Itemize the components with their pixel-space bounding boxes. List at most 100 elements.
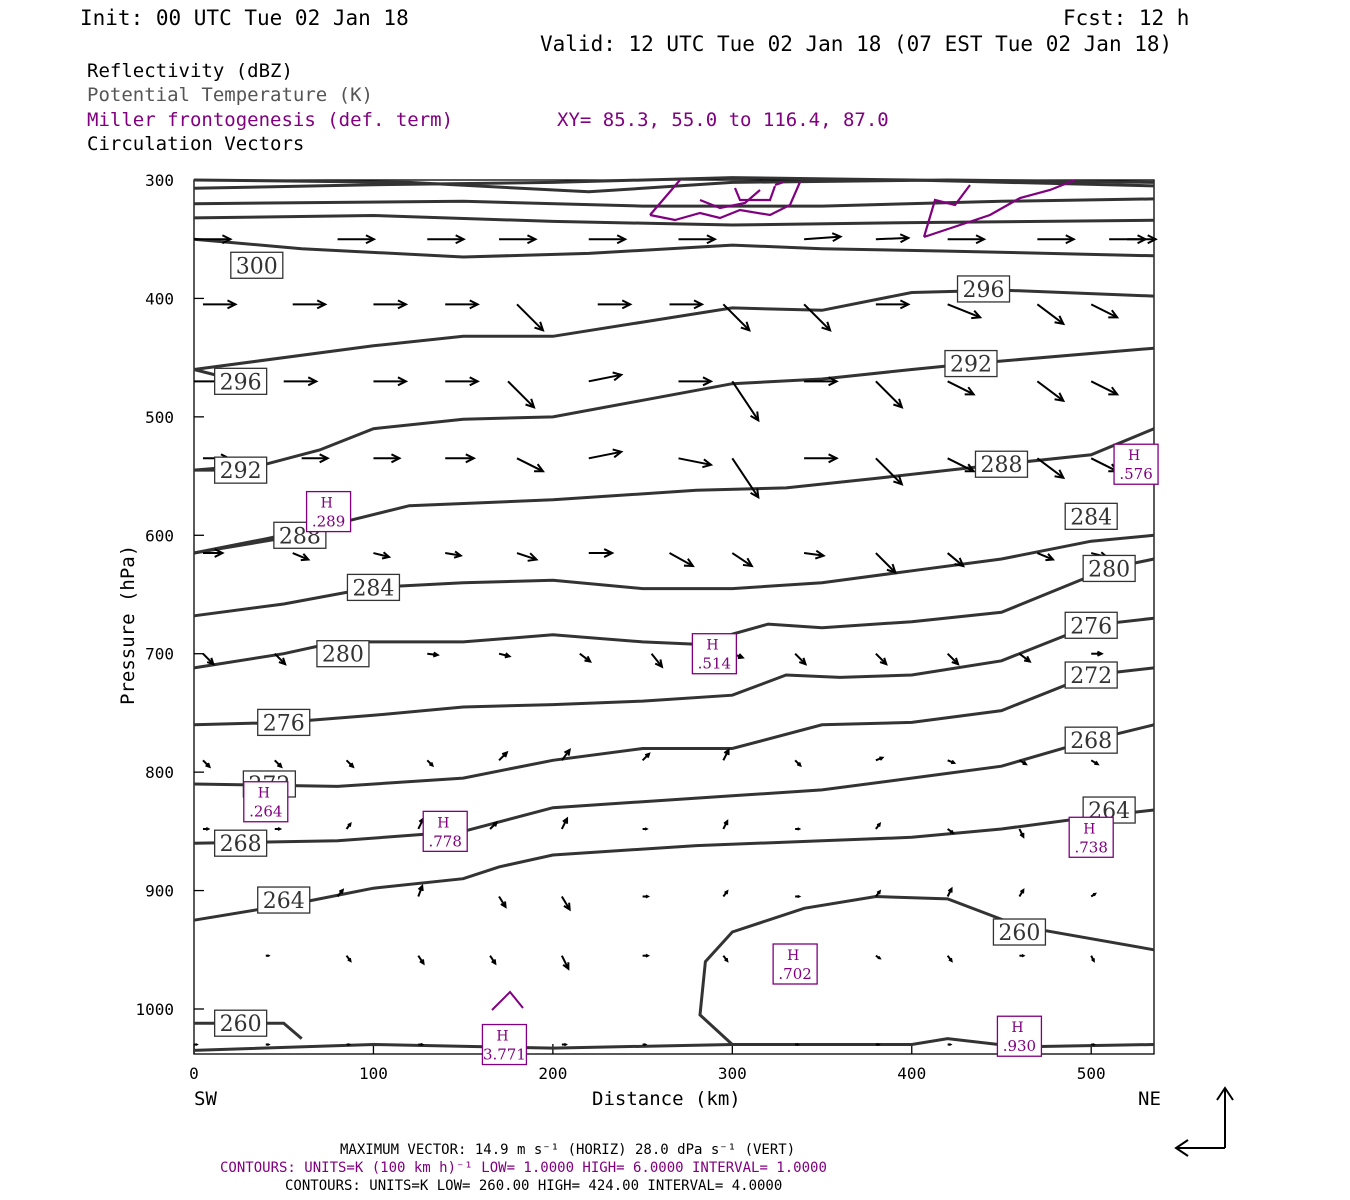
circulation-vector [516, 552, 537, 561]
circulation-vector [516, 457, 544, 473]
contour-label: 268 [220, 832, 262, 857]
field-frontogenesis: Miller frontogenesis (def. term) [87, 109, 453, 131]
vector-head [621, 299, 633, 310]
vector-head [206, 657, 215, 666]
vector-head [1096, 650, 1104, 657]
vector-head [277, 827, 283, 831]
circulation-vector [1036, 380, 1064, 402]
vector-head [886, 563, 897, 575]
vector-head [1091, 958, 1095, 963]
contour-label: 260 [998, 921, 1040, 946]
frontogenesis-max-box [305, 490, 352, 533]
vector-head [227, 299, 238, 310]
vector-head [949, 829, 955, 835]
circulation-vector [292, 552, 309, 561]
vector-head [814, 549, 826, 560]
vector-head [654, 659, 664, 669]
contour-label-box [214, 1009, 268, 1037]
x-tick-label: 200 [538, 1064, 567, 1083]
contour-label-box [1064, 726, 1118, 754]
frontogenesis-max-value: .778 [429, 832, 462, 850]
frontogenesis-max-value: 3.771 [483, 1046, 526, 1064]
vector-head [307, 376, 319, 387]
contour-label-box [992, 918, 1047, 946]
contour-label: 280 [1088, 557, 1130, 582]
vector-head [525, 398, 536, 409]
theta-contour [193, 213, 1155, 227]
vector-head [796, 1043, 800, 1046]
vector-head [205, 762, 212, 769]
circulation-vector [1036, 457, 1064, 479]
vector-head [420, 1042, 425, 1047]
vector-head [740, 321, 751, 332]
theta-contour [193, 666, 1155, 788]
vector-head [1021, 954, 1026, 958]
vector-head [612, 371, 624, 382]
vector-head [723, 747, 730, 756]
theta-contour [193, 346, 1155, 472]
vector-head [1054, 392, 1066, 403]
y-tick-label: 400 [145, 289, 174, 308]
vector-head [1092, 892, 1097, 897]
circulation-vector [803, 303, 831, 332]
theta-contour [193, 616, 1155, 727]
contour-label: 292 [220, 459, 262, 484]
vector-head [1022, 760, 1028, 766]
circulation-vector [731, 457, 760, 498]
vector-head [616, 234, 628, 245]
vector-head [702, 458, 714, 469]
circulation-vector [803, 552, 824, 557]
vector-head [879, 657, 888, 666]
contour-label-box [214, 367, 268, 395]
contour-label-box [257, 708, 311, 737]
vector-head [644, 827, 649, 831]
vector-head [465, 453, 477, 464]
vector-head [319, 453, 330, 464]
theta-contour [193, 427, 1155, 555]
circulation-vector [588, 450, 622, 460]
frontogenesis-max-label: H [787, 948, 799, 964]
vector-head [876, 821, 882, 827]
contour-label: 272 [1070, 664, 1112, 689]
vector-head [397, 376, 409, 387]
init-time: Init: 00 UTC Tue 02 Jan 18 [80, 6, 409, 30]
y-tick-label: 900 [145, 882, 174, 901]
vector-head [693, 299, 705, 310]
vector-head [612, 448, 624, 459]
vector-head [397, 299, 409, 310]
circulation-vector [731, 552, 753, 567]
vector-head [975, 234, 987, 245]
theta-contour [193, 178, 1155, 194]
y-tick-label: 300 [145, 171, 174, 190]
vector-head [455, 234, 466, 245]
vector-head [954, 557, 965, 568]
vector-head [347, 957, 352, 963]
vector-head [797, 827, 802, 831]
circulation-vector [588, 373, 622, 383]
x-tick-label: 300 [718, 1064, 747, 1083]
vector-head [950, 759, 957, 765]
vector-head [429, 762, 435, 768]
vector-head [645, 894, 651, 899]
circulation-vector [445, 552, 461, 557]
contour-label: 276 [1070, 614, 1112, 639]
x-tick-label: 400 [897, 1064, 926, 1083]
vector-head [893, 475, 904, 486]
contour-label: 292 [950, 353, 992, 378]
circulation-vector [804, 235, 841, 241]
frontogenesis-max-label: H [258, 786, 270, 802]
frontogenesis-max-value: .264 [249, 803, 282, 821]
field-reflectivity: Reflectivity (dBZ) [87, 60, 293, 82]
circulation-vector [722, 303, 751, 332]
y-axis: 300 400 500 600 700 800 900 1000 [135, 171, 204, 1019]
circulation-vector [1090, 380, 1118, 396]
valid-time: Valid: 12 UTC Tue 02 Jan 18 (07 EST Tue … [540, 32, 1172, 56]
vector-head [347, 821, 352, 827]
y-tick-label: 700 [145, 645, 174, 664]
contour-label: 284 [352, 576, 394, 601]
vector-head [750, 411, 760, 423]
vector-head [278, 657, 287, 666]
vector-head [214, 548, 225, 558]
vector-head [1108, 309, 1120, 319]
vector-head [562, 962, 570, 971]
